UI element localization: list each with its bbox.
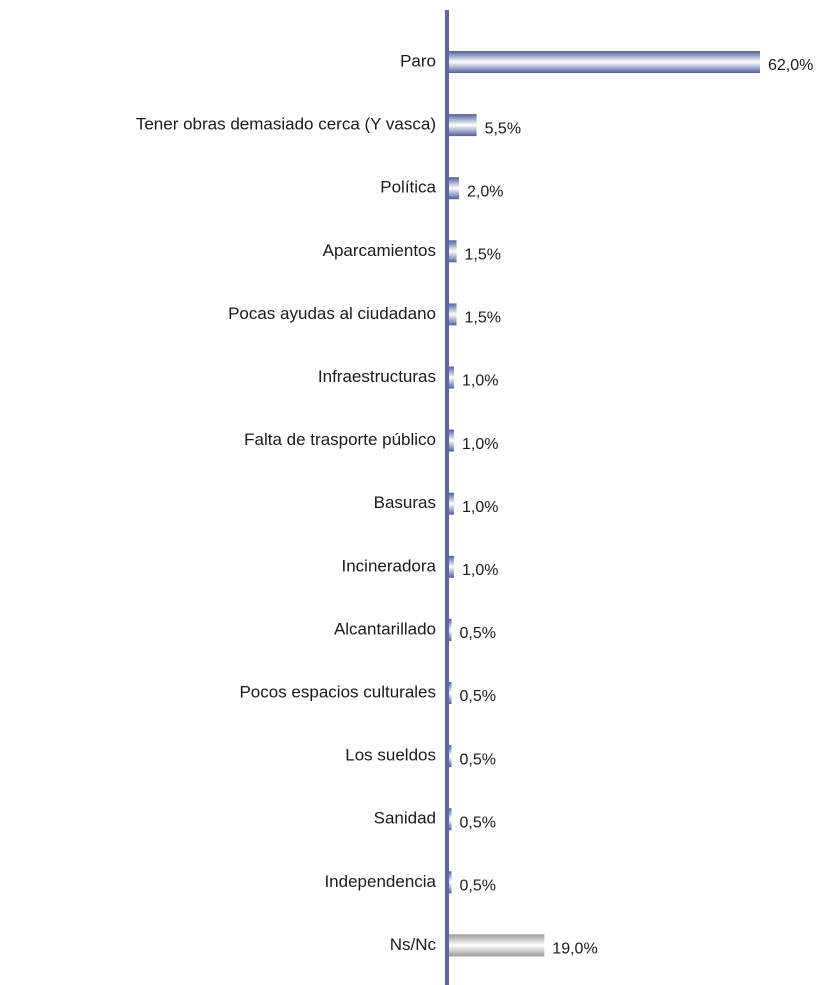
category-label: Sanidad [374, 809, 436, 828]
category-label: Paro [400, 51, 436, 70]
value-label: 2,0% [467, 183, 503, 200]
category-label: Ns/Nc [390, 935, 437, 954]
value-label: 0,5% [460, 625, 496, 642]
category-label: Incineradora [341, 556, 436, 575]
value-label: 1,0% [462, 373, 498, 390]
category-label: Aparcamientos [323, 241, 436, 260]
bar [449, 682, 452, 704]
value-label: 0,5% [460, 878, 496, 895]
value-label: 0,5% [460, 814, 496, 831]
bar [449, 555, 455, 578]
bar [449, 429, 455, 452]
category-label: Infraestructuras [318, 367, 436, 386]
category-label: Alcantarillado [334, 619, 436, 638]
bar [449, 114, 477, 137]
bar [449, 871, 452, 894]
value-label: 1,0% [462, 562, 498, 579]
value-label: 1,0% [462, 499, 498, 516]
category-label: Los sueldos [345, 746, 436, 765]
bar [449, 240, 457, 263]
category-label: Política [380, 178, 436, 197]
bar [449, 366, 455, 389]
value-label: 62,0% [768, 57, 813, 74]
category-label: Independencia [324, 872, 436, 891]
value-label: 0,5% [460, 751, 496, 768]
value-label: 5,5% [485, 120, 521, 137]
value-label: 1,5% [465, 310, 501, 327]
category-label: Falta de trasporte público [244, 430, 436, 449]
bar [449, 934, 545, 957]
category-label: Tener obras demasiado cerca (Y vasca) [136, 115, 436, 134]
bar [449, 808, 452, 831]
category-label: Pocos espacios culturales [239, 682, 436, 701]
bar [449, 618, 452, 641]
bar [449, 745, 452, 768]
bar [449, 177, 460, 200]
value-label: 19,0% [552, 941, 597, 958]
bar [449, 303, 457, 326]
value-label: 0,5% [460, 688, 496, 705]
category-label: Basuras [374, 493, 436, 512]
bar [449, 51, 760, 73]
value-label: 1,0% [462, 436, 498, 453]
value-label: 1,5% [465, 247, 501, 264]
bar [449, 492, 455, 515]
category-label: Pocas ayudas al ciudadano [228, 304, 436, 323]
